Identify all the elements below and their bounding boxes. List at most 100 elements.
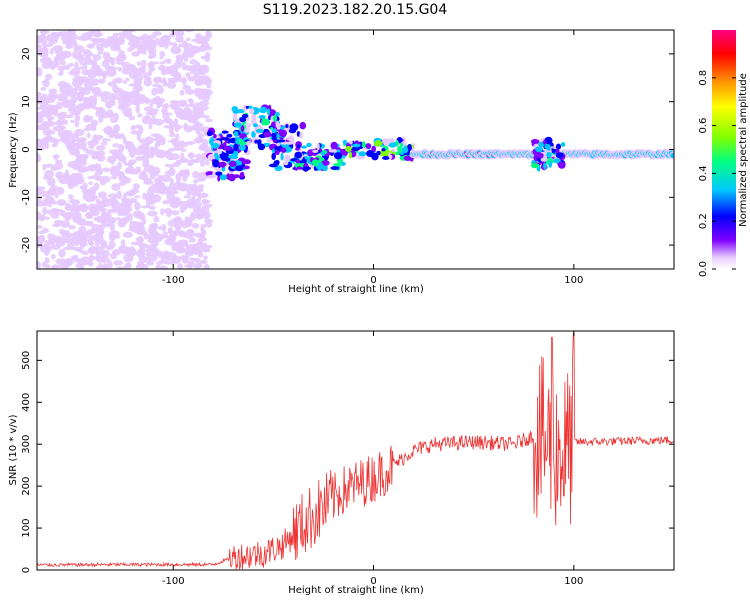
heatmap-cell bbox=[73, 77, 83, 83]
heatmap-cell bbox=[123, 216, 130, 221]
heatmap-cell bbox=[122, 80, 128, 84]
heatmap-cell bbox=[276, 142, 281, 147]
heatmap-cell bbox=[161, 106, 168, 115]
x-tick-label: -100 bbox=[162, 576, 185, 587]
x-tick-label: 0 bbox=[370, 576, 376, 587]
heatmap-cell bbox=[295, 146, 301, 151]
heatmap-cell bbox=[86, 43, 96, 49]
heatmap-cell bbox=[51, 223, 61, 227]
heatmap-cell bbox=[40, 86, 47, 91]
heatmap-cell bbox=[163, 207, 173, 215]
heatmap-cell bbox=[153, 250, 164, 257]
heatmap-cell bbox=[134, 156, 145, 161]
heatmap-cell bbox=[62, 212, 74, 221]
heatmap-cell bbox=[37, 235, 45, 244]
heatmap-cell bbox=[176, 263, 184, 269]
heatmap-cell bbox=[160, 104, 170, 108]
heatmap-cell bbox=[78, 97, 89, 101]
heatmap-cell bbox=[134, 149, 144, 156]
heatmap-cell bbox=[68, 62, 75, 67]
heatmap-cell bbox=[197, 131, 203, 139]
heatmap-cell bbox=[52, 108, 59, 117]
heatmap-cell bbox=[128, 115, 136, 121]
heatmap-cell bbox=[79, 62, 88, 66]
heatmap-cell bbox=[68, 70, 79, 76]
heatmap-cell bbox=[173, 61, 183, 69]
heatmap-cell bbox=[169, 100, 180, 104]
heatmap-cell bbox=[192, 187, 201, 196]
heatmap-cell bbox=[87, 247, 98, 255]
heatmap-cell bbox=[141, 149, 150, 156]
heatmap-cell bbox=[540, 157, 548, 162]
heatmap-cell bbox=[142, 158, 150, 166]
heatmap-cell bbox=[179, 99, 187, 108]
heatmap-cell bbox=[280, 152, 284, 161]
heatmap-cell bbox=[133, 201, 141, 211]
heatmap-cell bbox=[117, 152, 124, 161]
heatmap-cell bbox=[151, 253, 158, 262]
heatmap-cell bbox=[124, 111, 133, 116]
heatmap-cell bbox=[111, 183, 121, 191]
heatmap-cell bbox=[54, 161, 64, 170]
y-tick-label: 500 bbox=[21, 351, 32, 370]
heatmap-cell bbox=[187, 76, 197, 82]
heatmap-cell bbox=[151, 87, 158, 96]
heatmap-cell bbox=[159, 56, 164, 60]
heatmap-cell bbox=[128, 83, 138, 87]
heatmap-cell bbox=[88, 181, 93, 186]
heatmap-cell bbox=[197, 259, 208, 265]
heatmap-cell bbox=[151, 183, 161, 188]
heatmap-cell bbox=[198, 44, 207, 51]
heatmap-cell bbox=[187, 51, 195, 59]
heatmap-cell bbox=[202, 114, 210, 119]
heatmap-cell bbox=[165, 187, 171, 192]
heatmap-cell bbox=[197, 251, 204, 258]
heatmap-cell bbox=[136, 61, 141, 66]
heatmap-cell bbox=[117, 171, 125, 177]
heatmap-cell bbox=[162, 77, 167, 84]
heatmap-cell bbox=[113, 260, 124, 266]
heatmap-cell bbox=[166, 81, 177, 90]
heatmap-cell bbox=[48, 237, 56, 246]
heatmap-cell bbox=[670, 154, 674, 157]
heatmap-cell bbox=[97, 246, 105, 251]
y-tick-label: -10 bbox=[21, 189, 32, 205]
heatmap-cell bbox=[156, 175, 162, 184]
heatmap-cell bbox=[160, 208, 165, 216]
heatmap-cell bbox=[93, 182, 100, 191]
heatmap-cell bbox=[47, 104, 52, 110]
heatmap-cell bbox=[213, 133, 217, 139]
heatmap-cell bbox=[201, 199, 211, 204]
heatmap-cell bbox=[101, 138, 111, 142]
heatmap-cell bbox=[186, 262, 194, 269]
heatmap-cell bbox=[155, 238, 163, 242]
heatmap-cell bbox=[55, 258, 66, 265]
heatmap-cell bbox=[146, 255, 153, 262]
heatmap-cell bbox=[103, 126, 114, 134]
heatmap-cell bbox=[47, 177, 56, 187]
heatmap-cell bbox=[342, 154, 346, 159]
heatmap-cell bbox=[280, 147, 287, 153]
heatmap-cell bbox=[221, 130, 229, 134]
heatmap-cell bbox=[100, 249, 110, 258]
heatmap-cell bbox=[91, 64, 99, 70]
heatmap-cell bbox=[330, 141, 338, 150]
heatmap-cell bbox=[100, 94, 109, 103]
heatmap-cell bbox=[37, 140, 43, 148]
heatmap-cell bbox=[295, 159, 301, 164]
heatmap-cell bbox=[250, 119, 257, 125]
heatmap-cell bbox=[173, 143, 184, 152]
heatmap-cell bbox=[183, 195, 192, 199]
heatmap-cell bbox=[43, 163, 55, 168]
heatmap-cell bbox=[391, 148, 396, 152]
y-tick-label: 200 bbox=[21, 477, 32, 496]
heatmap-cell bbox=[130, 169, 140, 175]
heatmap-cell bbox=[68, 199, 78, 204]
heatmap-cell bbox=[37, 214, 46, 222]
heatmap-cell bbox=[56, 186, 65, 196]
heatmap-cell bbox=[174, 133, 180, 140]
heatmap-cell bbox=[170, 79, 179, 83]
heatmap-cell bbox=[111, 205, 116, 209]
heatmap-cell bbox=[193, 102, 202, 111]
heatmap-cell bbox=[107, 112, 116, 117]
